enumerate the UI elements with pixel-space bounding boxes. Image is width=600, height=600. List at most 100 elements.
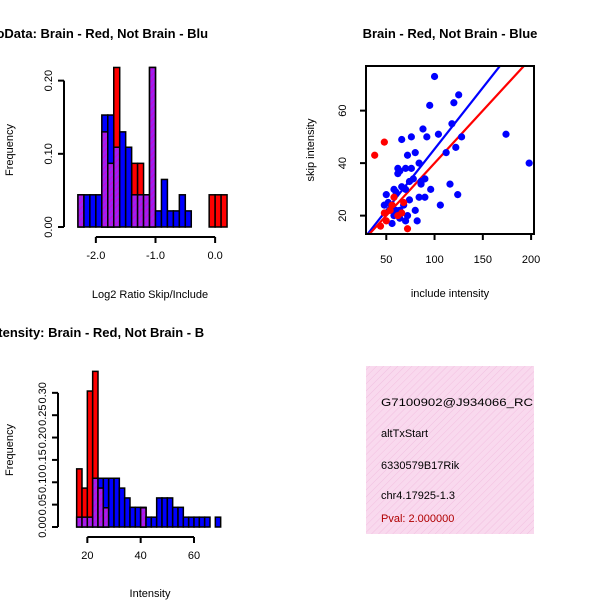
ratio-bar-overlap — [101, 131, 109, 228]
intensity-bar-not-brain — [118, 487, 126, 528]
ratio-bar-not-brain — [95, 194, 103, 228]
intensity-bar-not-brain — [123, 497, 131, 528]
ratio-bar-overlap — [77, 194, 85, 228]
ratio-y-tick-label: 0.20 — [43, 70, 55, 91]
ratio-bar-overlap — [107, 162, 115, 228]
intensity-y-tick-label: 0.00 — [37, 516, 49, 537]
ratio-x-tick-label: -2.0 — [86, 250, 105, 262]
scatter-point-not-brain — [407, 133, 415, 141]
scatter-x-tick-label: 200 — [522, 254, 540, 266]
scatter-point-not-brain — [394, 164, 402, 172]
scatter-x-tick-label: 150 — [474, 254, 492, 266]
scatter-x-tick-label: 50 — [380, 254, 392, 266]
scatter-point-not-brain — [446, 180, 454, 188]
scatter-point-not-brain — [411, 149, 419, 157]
intensity-scatter: Brain - Red, Not Brain - Blue include in… — [305, 26, 540, 300]
ratio-bar-brain — [220, 194, 228, 228]
scatter-xlabel: include intensity — [411, 288, 490, 300]
scatter-point-brain — [388, 201, 396, 209]
scatter-point-not-brain — [448, 120, 456, 128]
ratio-bar-not-brain — [83, 194, 91, 228]
intensity-y-tick-label: 0.20 — [37, 427, 49, 448]
intensity-bar-overlap — [91, 477, 99, 528]
scatter-point-not-brain — [442, 149, 450, 157]
ratio-bar-not-brain — [184, 210, 193, 228]
intensity-histogram-axes: 20 40 60 0.000.050.10 0.150.20 0.250.30 — [37, 382, 200, 562]
scatter-point-brain — [382, 217, 390, 225]
scatter-point-brain — [390, 193, 398, 201]
intensity-histogram-ylabel: Frequency — [4, 424, 16, 476]
scatter-ylabel: skip intensity — [305, 118, 317, 181]
intensity-histogram-xlabel: Intensity — [130, 588, 171, 600]
intensity-bar-not-brain — [177, 506, 185, 528]
scatter-point-brain — [403, 225, 412, 233]
scatter-y-tick-label: 40 — [337, 157, 349, 169]
scatter-point-not-brain — [401, 164, 410, 172]
scatter-point-not-brain — [380, 201, 388, 209]
scatter-x-tick-label: 100 — [425, 254, 443, 266]
intensity-histogram-title: ne Itensity: Brain - Red, Not Brain - B — [0, 325, 204, 340]
info-gene-id: G7100902@J934066_RC — [381, 397, 533, 409]
intensity-bar-overlap — [139, 507, 147, 528]
intensity-bar-overlap — [97, 487, 105, 528]
ratio-x-tick-label: -1.0 — [146, 250, 165, 262]
scatter-point-not-brain — [427, 185, 435, 193]
intensity-bar-brain — [86, 390, 94, 528]
scatter-point-not-brain — [411, 206, 419, 214]
intensity-bar-not-brain — [161, 497, 169, 528]
intensity-bar-not-brain — [145, 516, 153, 528]
ratio-bar-overlap — [130, 194, 139, 228]
scatter-point-brain — [376, 222, 385, 230]
scatter-title: Brain - Red, Not Brain - Blue — [363, 26, 538, 41]
scatter-point-not-brain — [417, 180, 425, 188]
intensity-y-tick-label: 0.10 — [37, 472, 49, 493]
scatter-plot-frame — [365, 65, 535, 235]
ratio-bar-not-brain — [160, 178, 169, 228]
ratio-histogram-title: RatioData: Brain - Red, Not Brain - Blu — [0, 26, 208, 41]
intensity-bar-not-brain — [203, 516, 211, 528]
intensity-x-tick-label: 20 — [81, 550, 93, 562]
scatter-point-not-brain — [421, 193, 429, 201]
intensity-y-tick-label: 0.05 — [37, 494, 49, 515]
scatter-point-brain — [371, 151, 379, 159]
scatter-point-brain — [380, 138, 388, 146]
ratio-y-tick-label: 0.00 — [43, 216, 55, 237]
scatter-point-not-brain — [525, 159, 533, 167]
intensity-bar-not-brain — [214, 516, 222, 528]
scatter-point-brain — [400, 198, 408, 207]
info-pval: Pval: 2.000000 — [381, 513, 454, 525]
ratio-histogram-xlabel: Log2 Ratio Skip/Include — [92, 289, 208, 301]
scatter-point-not-brain — [434, 130, 443, 138]
intensity-histogram-bars — [75, 370, 222, 528]
ratio-bar-overlap — [136, 194, 145, 228]
scatter-point-not-brain — [455, 91, 463, 99]
intensity-x-tick-label: 40 — [135, 550, 147, 562]
scatter-point-not-brain — [415, 193, 423, 201]
ratio-bar-not-brain — [118, 131, 127, 228]
scatter-point-not-brain — [405, 196, 414, 204]
scatter-point-not-brain — [409, 175, 417, 183]
intensity-bar-overlap — [86, 516, 94, 528]
scatter-point-not-brain — [407, 164, 415, 172]
intensity-bar-not-brain — [150, 516, 158, 528]
scatter-point-not-brain — [398, 183, 406, 191]
intensity-bar-not-brain — [166, 497, 174, 528]
intensity-bar-not-brain — [129, 506, 137, 528]
scatter-point-not-brain — [401, 217, 410, 225]
info-event-type: altTxStart — [381, 428, 428, 440]
scatter-point-not-brain — [423, 133, 431, 141]
intensity-bar-overlap — [102, 507, 110, 528]
scatter-point-brain — [398, 209, 406, 217]
scatter-point-not-brain — [403, 151, 412, 159]
intensity-y-tick-label: 0.25 — [37, 404, 49, 425]
info-location: chr4.17925-1.3 — [381, 490, 455, 502]
scatter-point-not-brain — [419, 125, 427, 133]
intensity-histogram: ne Itensity: Brain - Red, Not Brain - B … — [0, 325, 222, 600]
ratio-bar-overlap — [142, 194, 151, 228]
ratio-bar-not-brain — [172, 210, 181, 228]
ratio-bar-overlap — [148, 66, 157, 228]
ratio-bar-brain — [214, 194, 222, 228]
intensity-bar-not-brain — [107, 477, 115, 528]
intensity-bar-not-brain — [155, 497, 163, 528]
scatter-point-not-brain — [394, 170, 402, 178]
